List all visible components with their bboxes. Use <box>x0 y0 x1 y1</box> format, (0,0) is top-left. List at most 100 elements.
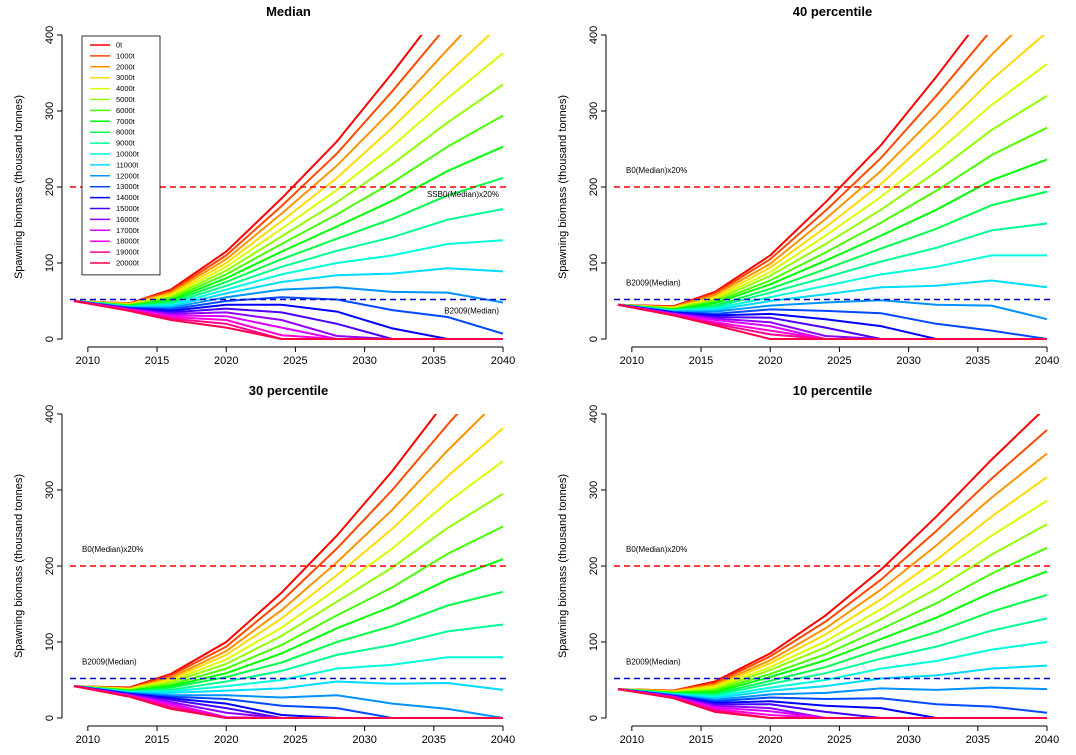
series-line <box>617 35 1014 309</box>
panel-title: Median <box>266 4 311 19</box>
series-line <box>73 558 504 692</box>
x-tick-label: 2010 <box>76 355 100 367</box>
x-tick-label: 2025 <box>827 355 851 367</box>
y-tick-label: 0 <box>44 715 56 721</box>
panel: Median Spawning biomass (thousand tonnes)… <box>13 4 515 367</box>
panel: 10 percentile Spawning biomass (thousand … <box>557 383 1059 746</box>
legend-label: 4000t <box>116 84 136 93</box>
series-line <box>617 664 1048 700</box>
legend-label: 9000t <box>116 139 136 148</box>
series-line <box>617 190 1048 312</box>
legend-label: 11000t <box>116 160 139 169</box>
series-line <box>73 414 486 690</box>
series-line <box>73 208 504 308</box>
series-line <box>617 63 1048 309</box>
legend-label: 6000t <box>116 106 136 115</box>
x-tick-label: 2010 <box>76 734 100 746</box>
series-line <box>617 299 1048 321</box>
panel-title: 30 percentile <box>249 383 329 398</box>
y-tick-label: 200 <box>588 178 600 196</box>
y-tick-label: 400 <box>588 26 600 44</box>
y-tick-label: 300 <box>44 102 56 120</box>
x-tick-label: 2025 <box>283 734 307 746</box>
legend-label: 18000t <box>116 237 140 246</box>
y-tick-label: 300 <box>588 102 600 120</box>
series-line <box>617 429 1048 692</box>
y-tick-label: 100 <box>44 254 56 272</box>
reference-label: B2009(Median) <box>82 657 137 666</box>
reference-label: B2009(Median) <box>626 657 681 666</box>
y-tick-label: 400 <box>44 26 56 44</box>
y-axis-label: Spawning biomass (thousand tonnes) <box>13 474 25 658</box>
legend-label: 0t <box>116 41 123 50</box>
reference-label: SSB0(Median)x20% <box>427 190 499 199</box>
x-tick-label: 2040 <box>1035 734 1059 746</box>
x-tick-label: 2035 <box>422 355 446 367</box>
y-tick-label: 100 <box>588 633 600 651</box>
series-line <box>73 414 459 690</box>
series-line <box>73 685 503 719</box>
y-tick-label: 100 <box>44 633 56 651</box>
x-tick-label: 2040 <box>1035 355 1059 367</box>
y-tick-label: 400 <box>44 405 56 423</box>
series-line <box>73 83 504 306</box>
series-line <box>73 492 504 691</box>
y-axis-label: Spawning biomass (thousand tonnes) <box>557 474 569 658</box>
series-group <box>73 35 504 340</box>
y-tick-label: 100 <box>588 254 600 272</box>
x-tick-label: 2020 <box>758 734 782 746</box>
x-tick-label: 2020 <box>758 355 782 367</box>
series-line <box>73 35 491 306</box>
reference-label: B0(Median)x20% <box>82 545 143 554</box>
x-tick-label: 2030 <box>352 734 376 746</box>
series-line <box>617 158 1048 311</box>
series-group <box>73 414 504 719</box>
legend-label: 13000t <box>116 182 140 191</box>
x-tick-label: 2030 <box>352 355 376 367</box>
legend-label: 2000t <box>116 62 136 71</box>
x-tick-label: 2030 <box>896 355 920 367</box>
reference-label: B0(Median)x20% <box>626 545 687 554</box>
legend-label: 16000t <box>116 215 140 224</box>
series-line <box>617 452 1048 693</box>
legend-box <box>81 35 161 276</box>
series-line <box>73 685 504 719</box>
x-tick-label: 2015 <box>689 734 713 746</box>
series-line <box>617 94 1048 310</box>
panel: 30 percentile Spawning biomass (thousand … <box>13 383 515 746</box>
x-tick-label: 2010 <box>620 355 644 367</box>
series-line <box>73 460 504 691</box>
legend-label: 5000t <box>116 95 136 104</box>
series-line <box>617 570 1048 694</box>
legend-label: 10000t <box>116 150 140 159</box>
legend-label: 1000t <box>116 51 136 60</box>
x-tick-label: 2025 <box>283 355 307 367</box>
y-tick-label: 0 <box>588 715 600 721</box>
series-group <box>617 35 1048 340</box>
series-line <box>617 303 1047 340</box>
y-tick-label: 0 <box>44 336 56 342</box>
panel: 40 percentile Spawning biomass (thousand … <box>557 4 1059 367</box>
panel-title: 40 percentile <box>793 4 873 19</box>
y-tick-label: 400 <box>588 405 600 423</box>
series-line <box>617 476 1048 693</box>
x-tick-label: 2020 <box>214 355 238 367</box>
series-line <box>617 688 1047 719</box>
legend-label: 14000t <box>116 193 140 202</box>
legend-label: 19000t <box>116 248 140 257</box>
x-tick-label: 2040 <box>491 734 515 746</box>
y-axis-label: Spawning biomass (thousand tonnes) <box>557 95 569 279</box>
x-tick-label: 2015 <box>145 734 169 746</box>
x-tick-label: 2030 <box>896 734 920 746</box>
y-tick-label: 200 <box>588 557 600 575</box>
series-line <box>73 296 504 335</box>
x-tick-label: 2025 <box>827 734 851 746</box>
y-axis-label: Spawning biomass (thousand tonnes) <box>13 95 25 279</box>
x-tick-label: 2010 <box>620 734 644 746</box>
series-line <box>73 300 503 340</box>
y-tick-label: 300 <box>588 481 600 499</box>
y-tick-label: 200 <box>44 178 56 196</box>
x-tick-label: 2040 <box>491 355 515 367</box>
reference-label: B0(Median)x20% <box>626 166 687 175</box>
